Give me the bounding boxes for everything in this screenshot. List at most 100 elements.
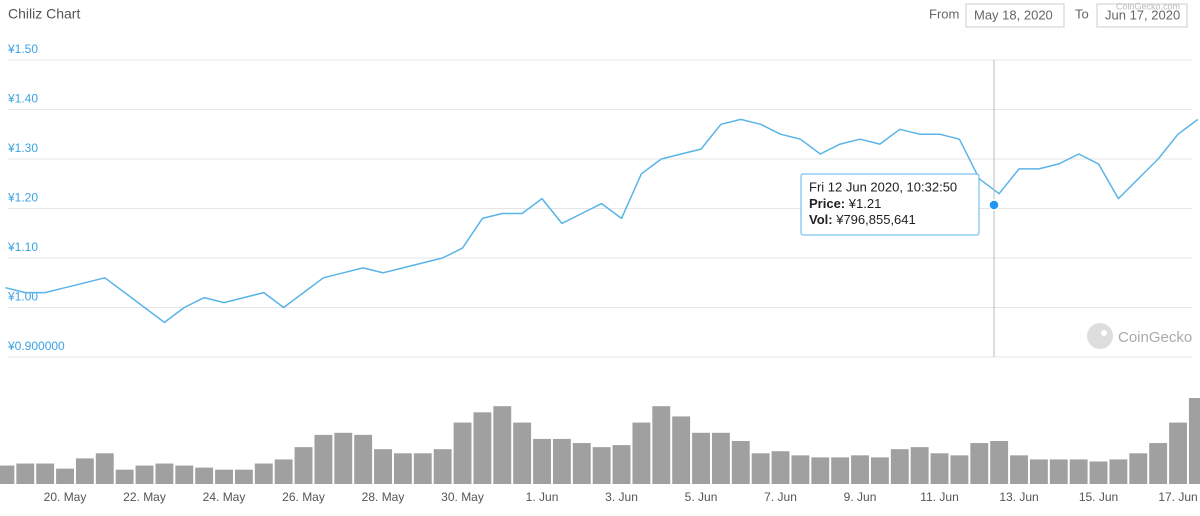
volume-bar <box>1149 443 1168 484</box>
x-tick-label: 3. Jun <box>605 490 638 504</box>
y-tick-label: ¥1.40 <box>7 92 38 106</box>
x-tick-label: 28. May <box>362 490 405 504</box>
to-value[interactable]: Jun 17, 2020 <box>1105 7 1180 22</box>
x-tick-label: 13. Jun <box>999 490 1038 504</box>
volume-bar <box>870 457 889 484</box>
volume-bar <box>652 406 671 484</box>
x-tick-label: 24. May <box>203 490 246 504</box>
volume-bar <box>890 449 909 484</box>
volume-bar <box>1089 461 1108 484</box>
from-value[interactable]: May 18, 2020 <box>974 7 1053 22</box>
volume-bar <box>254 463 273 484</box>
volume-bar <box>910 447 929 484</box>
from-label: From <box>929 6 959 21</box>
volume-bar <box>0 465 15 484</box>
volume-bar <box>950 455 969 484</box>
volume-bar <box>493 406 512 484</box>
volume-bar <box>234 469 253 484</box>
y-tick-label: ¥1.10 <box>7 240 38 254</box>
volume-bar <box>195 467 214 484</box>
volume-bar <box>711 432 730 484</box>
volume-bar <box>930 453 949 484</box>
tooltip-label: Vol: <box>809 212 833 227</box>
plot-area: ¥0.900000¥1.00¥1.10¥1.20¥1.30¥1.40¥1.50 <box>0 42 1200 484</box>
volume-bar <box>135 465 154 484</box>
tooltip-value: ¥796,855,641 <box>835 212 916 227</box>
volume-bar <box>215 469 233 484</box>
x-tick-label: 26. May <box>282 490 325 504</box>
watermark: CoinGecko <box>1087 323 1192 349</box>
from-input[interactable] <box>965 3 1065 28</box>
to-input[interactable] <box>1096 3 1188 28</box>
volume-bar <box>314 434 333 484</box>
volume-bar <box>533 438 551 484</box>
volume-bar <box>612 445 631 484</box>
tooltip-label: Price: <box>809 196 845 211</box>
y-tick-label: ¥1.30 <box>7 141 38 155</box>
volume-bar <box>970 443 989 484</box>
volume-bar <box>1109 459 1128 484</box>
volume-bar <box>393 453 412 484</box>
volume-bar <box>513 422 532 484</box>
volume-bar <box>1029 459 1048 484</box>
credit: CoinGecko.com <box>1116 1 1180 11</box>
x-tick-label: 9. Jun <box>844 490 877 504</box>
volume-bar <box>771 451 790 484</box>
volume-bar <box>1188 398 1200 484</box>
tooltip-vol: Vol: ¥796,855,641 <box>809 212 916 227</box>
volume-bar <box>354 434 373 484</box>
x-tick-label: 5. Jun <box>685 490 718 504</box>
volume-bar <box>56 468 74 484</box>
volume-bar <box>95 453 114 484</box>
y-tick-label: ¥1.50 <box>7 42 38 56</box>
x-tick-label: 11. Jun <box>920 490 958 504</box>
volume-bar <box>672 416 691 484</box>
volume-bar <box>413 453 432 484</box>
x-tick-label: 30. May <box>441 490 484 504</box>
volume-bar <box>175 465 194 484</box>
volume-bar <box>1169 422 1187 484</box>
volume-bar <box>751 453 770 484</box>
volume-bar <box>1010 455 1028 484</box>
x-tick-label: 15. Jun <box>1079 490 1118 504</box>
volume-bar <box>831 457 850 484</box>
x-tick-label: 7. Jun <box>764 490 797 504</box>
volume-bar <box>36 463 55 484</box>
to-label: To <box>1075 6 1089 21</box>
price-line <box>5 118 1199 324</box>
watermark-icon-eye <box>1101 330 1107 336</box>
volume-bar <box>75 458 94 484</box>
x-tick-label: 17. Jun <box>1158 490 1197 504</box>
tooltip-box <box>800 173 980 236</box>
volume-bar <box>374 449 392 484</box>
volume-bar <box>433 449 452 484</box>
volume-bar <box>334 432 353 484</box>
volume-bar <box>990 441 1009 484</box>
volume-bar <box>632 422 651 484</box>
volume-bar <box>811 457 830 484</box>
volume-bar <box>592 447 611 484</box>
x-tick-label: 1. Jun <box>526 490 559 504</box>
volume-bar <box>294 447 313 484</box>
volume-bar <box>1069 459 1088 484</box>
volume-bar <box>473 412 492 484</box>
chart-title: Chiliz Chart <box>8 6 80 22</box>
volume-bar <box>572 443 591 484</box>
x-tick-label: 22. May <box>123 490 166 504</box>
watermark-text: CoinGecko <box>1118 329 1192 346</box>
x-tick-label: 20. May <box>44 490 87 504</box>
volume-bar <box>552 438 571 484</box>
volume-bar <box>453 422 472 484</box>
watermark-icon <box>1087 323 1113 349</box>
volume-bar <box>731 441 750 484</box>
y-tick-label: ¥1.20 <box>7 191 38 205</box>
volume-bar <box>155 463 174 484</box>
volume-bar <box>1129 453 1148 484</box>
tooltip-price: Price: ¥1.21 <box>809 196 881 211</box>
volume-bar <box>1049 459 1068 484</box>
y-tick-label: ¥0.900000 <box>7 339 65 353</box>
volume-bar <box>115 469 134 484</box>
